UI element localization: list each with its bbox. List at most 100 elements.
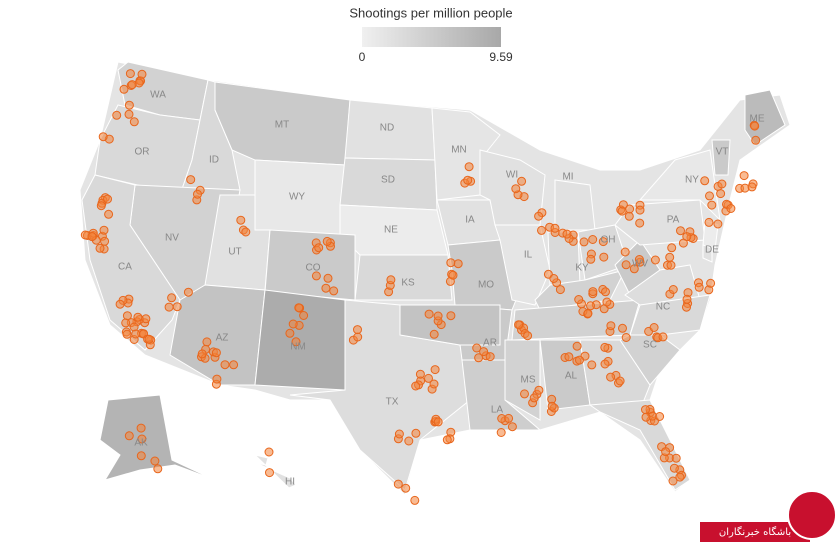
shooting-dot: [98, 132, 108, 142]
shooting-dot: [112, 110, 122, 120]
shooting-dot: [661, 447, 671, 457]
shooting-dot: [115, 299, 125, 309]
shooting-dot: [617, 206, 627, 216]
shooting-dot: [87, 232, 97, 242]
state-label: NC: [656, 302, 670, 313]
shooting-dot: [265, 468, 274, 478]
shooting-dot: [706, 278, 716, 288]
shooting-dot: [314, 243, 324, 253]
shooting-dot: [624, 211, 634, 221]
state-label: HI: [285, 477, 295, 488]
shooting-dot: [164, 302, 174, 312]
shooting-dot: [453, 259, 463, 269]
shooting-dot: [507, 422, 517, 432]
shooting-dot: [586, 254, 596, 264]
state-label: NY: [685, 175, 699, 186]
shooting-dot: [665, 252, 675, 262]
shooting-dot: [291, 337, 301, 347]
shooting-dot: [353, 332, 363, 342]
state-label: WV: [632, 259, 648, 270]
shooting-dot: [137, 69, 147, 79]
shooting-dot: [588, 235, 598, 244]
state: [354, 254, 453, 301]
shooting-dot: [707, 200, 717, 210]
shooting-dot: [323, 273, 333, 283]
shooting-dot: [401, 483, 411, 493]
shooting-dot: [511, 184, 521, 194]
state: [711, 139, 731, 176]
state-label: KY: [575, 263, 589, 274]
shooting-dot: [747, 182, 757, 192]
shooting-dot: [629, 264, 639, 274]
shooting-dot: [621, 333, 631, 342]
shooting-dot: [634, 255, 644, 264]
shooting-dot: [429, 329, 439, 339]
shooting-dot: [529, 393, 539, 403]
shooting-dot: [311, 271, 321, 281]
state-label: PA: [667, 215, 680, 226]
shooting-dot: [183, 287, 193, 297]
state-label: MO: [478, 280, 494, 291]
shooting-dot: [288, 319, 298, 329]
shooting-dot: [463, 175, 473, 185]
state-label: MN: [451, 145, 467, 156]
shooting-dot: [446, 258, 456, 268]
shooting-dot: [264, 447, 274, 457]
shooting-dot: [141, 314, 151, 324]
shooting-dot: [671, 453, 681, 463]
shooting-dot: [329, 286, 339, 296]
shooting-dot: [133, 312, 143, 322]
shooting-dot: [649, 323, 659, 332]
shooting-dot: [587, 360, 597, 370]
shooting-dot: [583, 308, 593, 318]
shooting-dot: [430, 365, 440, 375]
state-label: IL: [524, 250, 533, 261]
shooting-dot: [564, 352, 574, 362]
shooting-dot: [464, 162, 474, 172]
legend-gradient: [362, 27, 501, 47]
state-label: MI: [562, 172, 573, 183]
shooting-dot: [675, 472, 685, 482]
shooting-dot: [212, 374, 222, 384]
state-label: MS: [521, 375, 536, 386]
shooting-dot: [103, 194, 112, 204]
state: [461, 359, 542, 431]
shooting-dot: [667, 243, 677, 253]
shooting-dot: [125, 69, 135, 79]
shooting-dot: [600, 359, 610, 369]
shooting-dot: [95, 243, 105, 253]
shooting-dot: [579, 237, 589, 247]
shooting-dot: [474, 353, 484, 363]
shooting-dot: [598, 237, 608, 247]
shooting-dot: [606, 321, 616, 331]
shooting-dot: [410, 495, 420, 505]
shooting-dot: [676, 226, 685, 236]
shooting-dot: [197, 349, 207, 359]
watermark-logo: [787, 490, 836, 540]
shooting-dot: [411, 381, 421, 391]
shooting-dot: [658, 332, 668, 342]
state-label: CA: [118, 262, 132, 273]
state-label: NV: [165, 233, 179, 244]
watermark-bar: [700, 522, 810, 542]
shooting-dot: [299, 311, 309, 320]
shooting-dot: [682, 294, 692, 304]
shooting-dot: [682, 302, 691, 312]
shooting-dot: [433, 417, 443, 427]
shooting-dot: [635, 218, 645, 228]
shooting-dot: [129, 117, 139, 127]
shooting-dot: [523, 331, 533, 341]
legend-min: 0: [359, 50, 366, 64]
state: [702, 244, 713, 263]
shooting-dot: [186, 175, 196, 185]
state-label: LA: [491, 405, 504, 416]
shooting-dot: [678, 238, 688, 248]
shooting-dot: [415, 369, 425, 379]
state-label: DE: [705, 245, 719, 256]
shooting-dot: [618, 323, 627, 333]
shooting-dot: [386, 275, 396, 285]
shooting-dot: [448, 270, 458, 280]
state-label: AR: [483, 338, 497, 349]
shooting-dot: [668, 285, 678, 294]
shooting-dot: [322, 236, 332, 246]
